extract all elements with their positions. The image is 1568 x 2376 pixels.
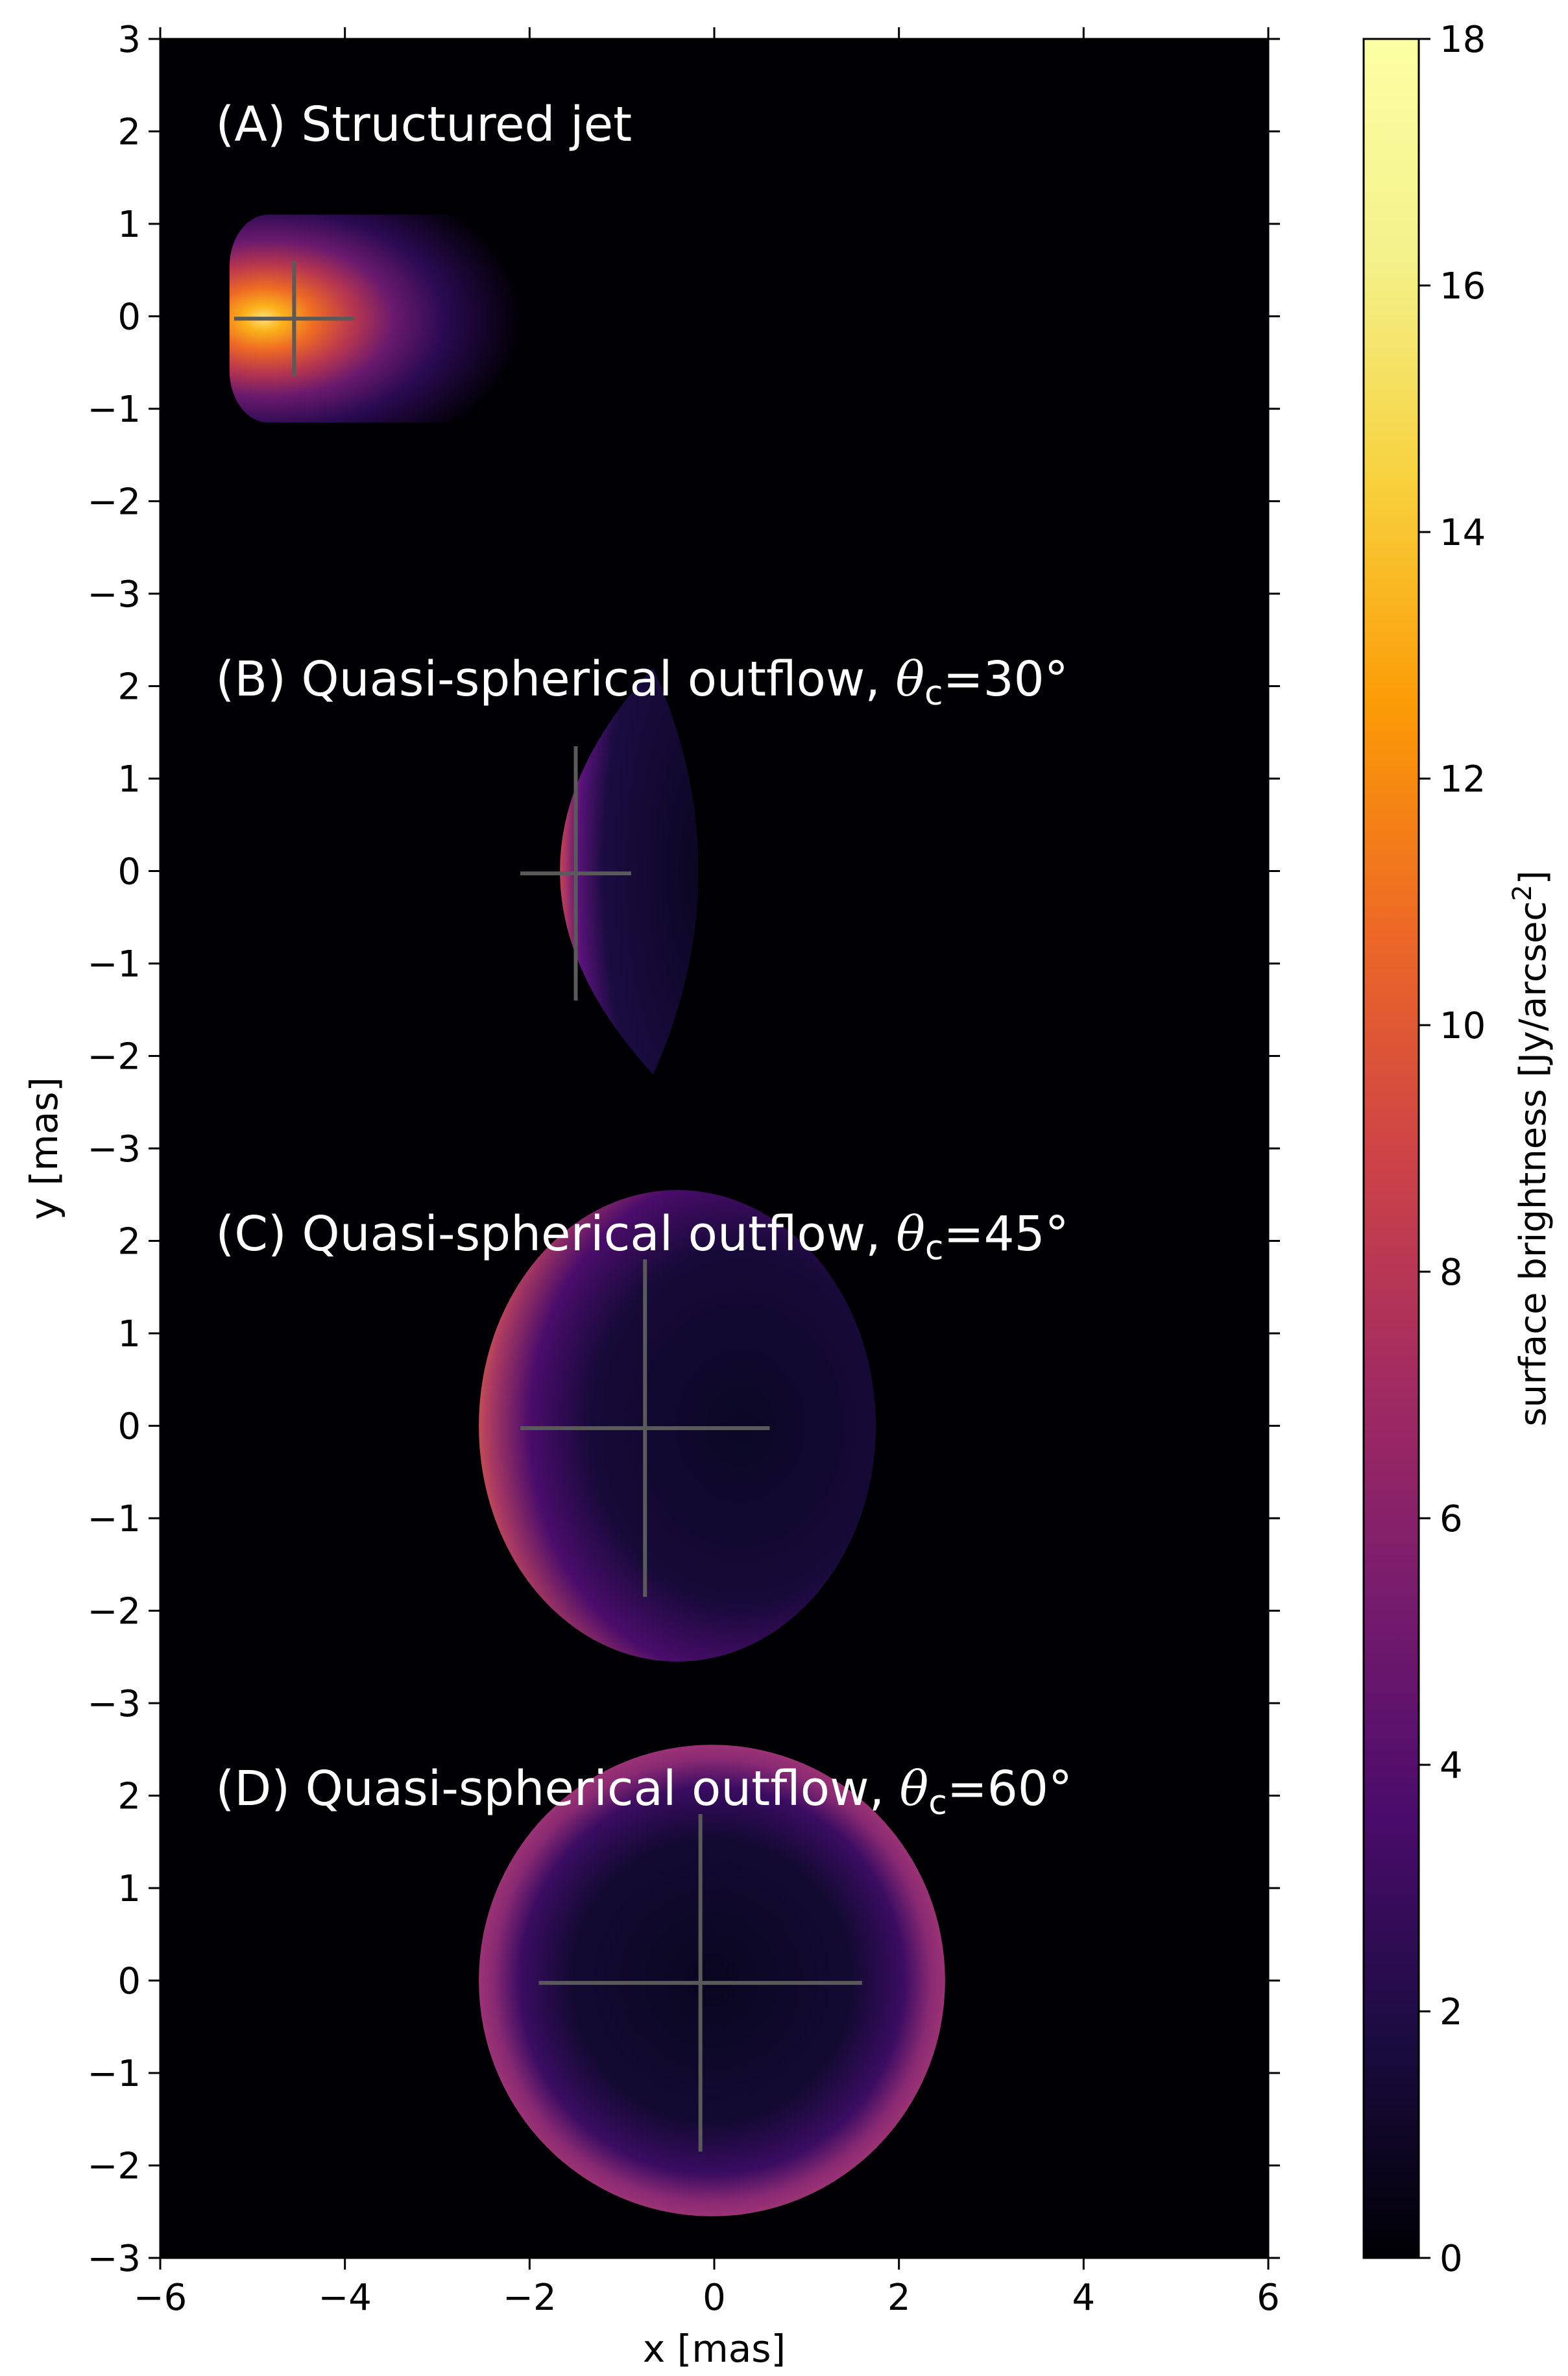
y-tick-label: −1 bbox=[87, 2053, 141, 2095]
panel-c: (C) Quasi-spherical outflow, θc=45° bbox=[215, 1190, 1069, 1662]
jet-emission bbox=[229, 214, 567, 423]
panel-label: (C) Quasi-spherical outflow, θc=45° bbox=[215, 1206, 1068, 1268]
panel-label-text: (A) Structured jet bbox=[215, 97, 632, 152]
y-tick-label: −2 bbox=[87, 1036, 141, 1078]
panel-label-theta: θ bbox=[896, 1206, 925, 1262]
y-tick-label: −3 bbox=[87, 1128, 141, 1170]
panel-label-subscript: c bbox=[924, 674, 943, 713]
y-tick-label: 1 bbox=[117, 1313, 141, 1355]
y-tick-label: −1 bbox=[87, 389, 141, 431]
colorbar-label-end: ] bbox=[1512, 871, 1554, 885]
y-tick-label: 0 bbox=[117, 851, 141, 893]
y-tick-label: 1 bbox=[117, 1868, 141, 1910]
colorbar-tick-label: 2 bbox=[1440, 1991, 1463, 2033]
panel-label-value: =45° bbox=[943, 1206, 1068, 1262]
x-tick-label: 0 bbox=[703, 2277, 726, 2319]
panel-label-theta: θ bbox=[895, 651, 924, 707]
outflow-emission bbox=[479, 1190, 876, 1662]
panel-label-subscript: c bbox=[925, 1229, 944, 1268]
x-tick-label: 2 bbox=[887, 2277, 911, 2319]
colorbar-tick-label: 10 bbox=[1440, 1005, 1486, 1047]
outflow-emission bbox=[560, 668, 699, 1074]
colorbar-label-sup: 2 bbox=[1508, 884, 1538, 901]
colorbar-tick-label: 6 bbox=[1440, 1498, 1463, 1540]
x-tick-label: 6 bbox=[1257, 2277, 1280, 2319]
y-tick-label: 1 bbox=[117, 204, 141, 246]
colorbar-label: surface brightness [Jy/arcsec2] bbox=[1508, 871, 1554, 1427]
panel-label: (B) Quasi-spherical outflow, θc=30° bbox=[215, 651, 1068, 713]
panel-label: (A) Structured jet bbox=[215, 97, 632, 152]
colorbar-tick-label: 12 bbox=[1440, 758, 1486, 801]
colorbar-tick-label: 14 bbox=[1440, 512, 1486, 554]
panel-d: (D) Quasi-spherical outflow, θc=60° bbox=[215, 1745, 1072, 2216]
panel-label-subscript: c bbox=[928, 1784, 947, 1823]
panel-label-text: (C) Quasi-spherical outflow, bbox=[215, 1206, 896, 1262]
y-tick-label: 3 bbox=[117, 19, 141, 61]
colorbar-tick-label: 18 bbox=[1440, 19, 1486, 61]
panel-label-value: =30° bbox=[943, 651, 1068, 707]
y-tick-label: 0 bbox=[117, 297, 141, 339]
y-tick-label: 2 bbox=[117, 666, 141, 709]
y-tick-label: −2 bbox=[87, 2146, 141, 2188]
panel-label-value: =60° bbox=[947, 1761, 1072, 1817]
y-tick-label: −3 bbox=[87, 1683, 141, 1725]
panel-a: (A) Structured jet bbox=[215, 97, 632, 423]
colorbar-tick-label: 8 bbox=[1440, 1252, 1463, 1294]
y-tick-label: 2 bbox=[117, 1221, 141, 1263]
y-tick-label: −3 bbox=[87, 574, 141, 616]
y-tick-label: 2 bbox=[117, 1776, 141, 1818]
y-tick-label: 2 bbox=[117, 112, 141, 154]
panel-label-text: (D) Quasi-spherical outflow, bbox=[215, 1761, 899, 1817]
outflow-emission bbox=[479, 1745, 945, 2216]
colorbar-tick-label: 4 bbox=[1440, 1745, 1463, 1787]
y-tick-label: 0 bbox=[117, 1406, 141, 1448]
y-tick-label: −1 bbox=[87, 1498, 141, 1540]
x-tick-label: −6 bbox=[134, 2277, 187, 2319]
y-tick-label: 1 bbox=[117, 758, 141, 801]
panel-label-theta: θ bbox=[900, 1761, 929, 1817]
x-tick-label: −2 bbox=[503, 2277, 557, 2319]
panel-label-text: (B) Quasi-spherical outflow, bbox=[215, 651, 895, 707]
x-axis-label: x [mas] bbox=[643, 2327, 786, 2371]
y-tick-label: −2 bbox=[87, 481, 141, 524]
colorbar-tick-label: 0 bbox=[1440, 2238, 1463, 2280]
colorbar bbox=[1362, 38, 1420, 2259]
colorbar-label-text: surface brightness [Jy/arcsec bbox=[1512, 901, 1554, 1427]
x-tick-label: −4 bbox=[318, 2277, 372, 2319]
y-axis-label: y [mas] bbox=[22, 1077, 66, 1220]
y-tick-label: −3 bbox=[87, 2238, 141, 2280]
y-tick-label: −2 bbox=[87, 1591, 141, 1633]
panel-b: (B) Quasi-spherical outflow, θc=30° bbox=[215, 651, 1068, 1074]
y-tick-label: 0 bbox=[117, 1961, 141, 2003]
y-tick-label: −1 bbox=[87, 943, 141, 986]
panel-label: (D) Quasi-spherical outflow, θc=60° bbox=[215, 1761, 1072, 1823]
x-tick-label: 4 bbox=[1072, 2277, 1096, 2319]
colorbar-tick-label: 16 bbox=[1440, 265, 1486, 308]
